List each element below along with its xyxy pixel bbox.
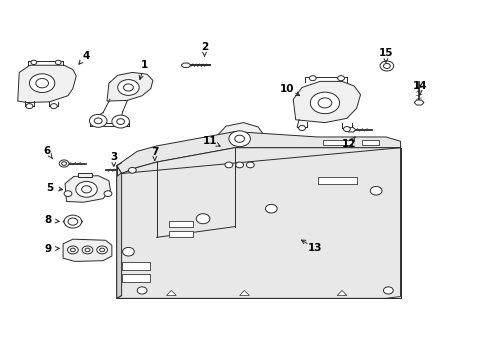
Circle shape	[118, 80, 139, 95]
Circle shape	[228, 131, 250, 147]
Bar	[122, 262, 150, 270]
Polygon shape	[152, 179, 161, 185]
Text: 14: 14	[412, 81, 427, 91]
Polygon shape	[336, 291, 346, 296]
Bar	[78, 173, 92, 177]
Polygon shape	[63, 217, 82, 226]
Circle shape	[31, 60, 37, 64]
Polygon shape	[65, 176, 110, 202]
Bar	[122, 274, 150, 282]
Circle shape	[89, 114, 107, 127]
Circle shape	[318, 98, 331, 108]
Circle shape	[29, 74, 55, 93]
Circle shape	[85, 248, 90, 252]
Circle shape	[369, 186, 381, 195]
Text: 5: 5	[46, 183, 53, 193]
Text: 12: 12	[342, 139, 356, 149]
Circle shape	[81, 186, 91, 193]
Circle shape	[36, 78, 48, 88]
Polygon shape	[181, 63, 190, 67]
Circle shape	[94, 118, 102, 124]
Circle shape	[123, 84, 133, 91]
Circle shape	[59, 160, 69, 167]
Text: 9: 9	[44, 244, 51, 254]
Polygon shape	[413, 100, 423, 105]
Circle shape	[128, 167, 136, 173]
Polygon shape	[117, 132, 400, 174]
Text: 7: 7	[151, 147, 158, 157]
Circle shape	[76, 181, 97, 197]
Bar	[168, 231, 193, 237]
Text: 13: 13	[307, 243, 322, 253]
Polygon shape	[107, 72, 153, 101]
Circle shape	[246, 162, 254, 168]
Circle shape	[117, 119, 124, 125]
Circle shape	[68, 218, 78, 225]
Circle shape	[224, 162, 232, 168]
Bar	[361, 140, 378, 145]
Polygon shape	[345, 128, 355, 132]
Circle shape	[50, 104, 57, 109]
Circle shape	[337, 76, 344, 81]
Text: 3: 3	[110, 152, 117, 162]
Bar	[317, 177, 356, 184]
Text: 11: 11	[203, 136, 217, 146]
Circle shape	[97, 246, 107, 254]
Text: 10: 10	[280, 84, 294, 94]
Circle shape	[137, 287, 147, 294]
Circle shape	[82, 246, 93, 254]
Polygon shape	[166, 291, 176, 296]
Circle shape	[234, 135, 244, 142]
Circle shape	[343, 127, 349, 132]
Circle shape	[383, 63, 389, 68]
Polygon shape	[117, 148, 400, 298]
Text: 4: 4	[82, 51, 89, 61]
Circle shape	[309, 76, 316, 81]
Polygon shape	[63, 239, 112, 261]
Circle shape	[196, 214, 209, 224]
Circle shape	[70, 248, 75, 252]
Circle shape	[67, 246, 78, 254]
Circle shape	[265, 204, 277, 213]
Text: 15: 15	[378, 48, 392, 58]
Circle shape	[298, 126, 305, 131]
Circle shape	[235, 162, 243, 168]
Text: 1: 1	[141, 60, 148, 70]
Text: 6: 6	[43, 146, 51, 156]
Circle shape	[104, 191, 112, 197]
Circle shape	[64, 191, 72, 197]
Bar	[168, 221, 193, 227]
Polygon shape	[239, 291, 249, 296]
Circle shape	[61, 162, 66, 165]
Circle shape	[383, 287, 392, 294]
Circle shape	[26, 104, 33, 109]
Polygon shape	[217, 123, 264, 155]
Circle shape	[100, 248, 104, 252]
Bar	[322, 140, 351, 145]
Circle shape	[112, 115, 129, 128]
Circle shape	[310, 92, 339, 114]
Polygon shape	[117, 173, 122, 298]
Bar	[219, 162, 263, 168]
Polygon shape	[18, 65, 76, 103]
Circle shape	[379, 61, 393, 71]
Circle shape	[64, 215, 81, 228]
Text: 8: 8	[44, 215, 52, 225]
Polygon shape	[293, 81, 360, 123]
Circle shape	[122, 247, 134, 256]
Circle shape	[55, 60, 61, 64]
Text: 2: 2	[201, 42, 208, 52]
